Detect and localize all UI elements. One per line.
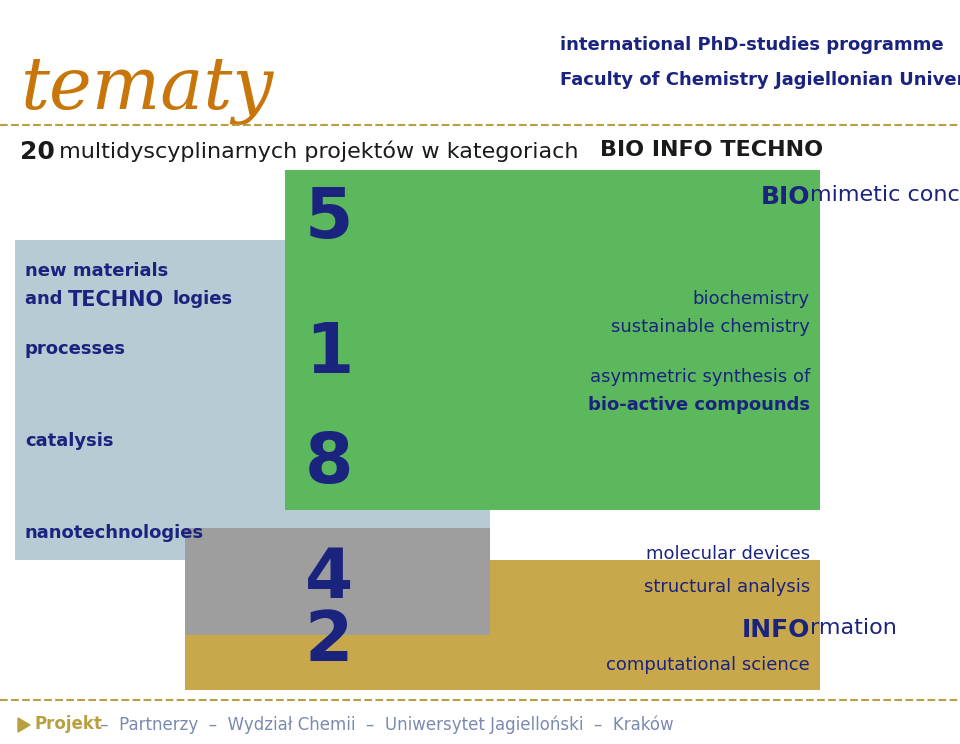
Text: BIO INFO TECHNO: BIO INFO TECHNO (600, 140, 823, 160)
Text: Projekt: Projekt (35, 715, 103, 733)
Text: processes: processes (25, 340, 126, 358)
Bar (15, 240, 490, 560)
Text: molecular devices: molecular devices (646, 545, 810, 563)
Polygon shape (18, 718, 30, 732)
Text: bio-active compounds: bio-active compounds (588, 396, 810, 414)
Text: sustainable chemistry: sustainable chemistry (612, 318, 810, 336)
Text: 5: 5 (305, 185, 353, 252)
Text: 8: 8 (305, 430, 353, 497)
Text: computational science: computational science (607, 656, 810, 674)
Text: 2: 2 (305, 608, 353, 675)
Text: international PhD-studies programme: international PhD-studies programme (560, 36, 944, 54)
Text: mimetic concept: mimetic concept (810, 185, 960, 205)
Text: catalysis: catalysis (25, 432, 113, 450)
Text: tematy: tematy (20, 55, 274, 125)
Text: rmation: rmation (810, 618, 897, 638)
Text: 20: 20 (20, 140, 55, 164)
Text: new materials: new materials (25, 262, 168, 280)
Text: BIO: BIO (760, 185, 810, 209)
Text: Faculty of Chemistry Jagiellonian University: Faculty of Chemistry Jagiellonian Univer… (560, 71, 960, 89)
Text: multidyscyplinarnych projektów w kategoriach: multidyscyplinarnych projektów w kategor… (52, 140, 586, 161)
Text: structural analysis: structural analysis (644, 578, 810, 596)
Text: INFO: INFO (742, 618, 810, 642)
Text: 4: 4 (305, 545, 353, 612)
Text: logies: logies (172, 290, 232, 308)
Text: biochemistry: biochemistry (693, 290, 810, 308)
Text: asymmetric synthesis of: asymmetric synthesis of (589, 368, 810, 386)
Text: nanotechnologies: nanotechnologies (25, 524, 204, 542)
Text: TECHNO: TECHNO (68, 290, 164, 310)
Bar (285, 170, 820, 510)
Text: and: and (25, 290, 69, 308)
Text: –  Partnerzy  –  Wydział Chemii  –  Uniwersytet Jagielloński  –  Kraków: – Partnerzy – Wydział Chemii – Uniwersyt… (95, 715, 674, 734)
Bar (185, 528, 490, 635)
Bar (185, 560, 820, 690)
Text: 1: 1 (305, 320, 353, 387)
